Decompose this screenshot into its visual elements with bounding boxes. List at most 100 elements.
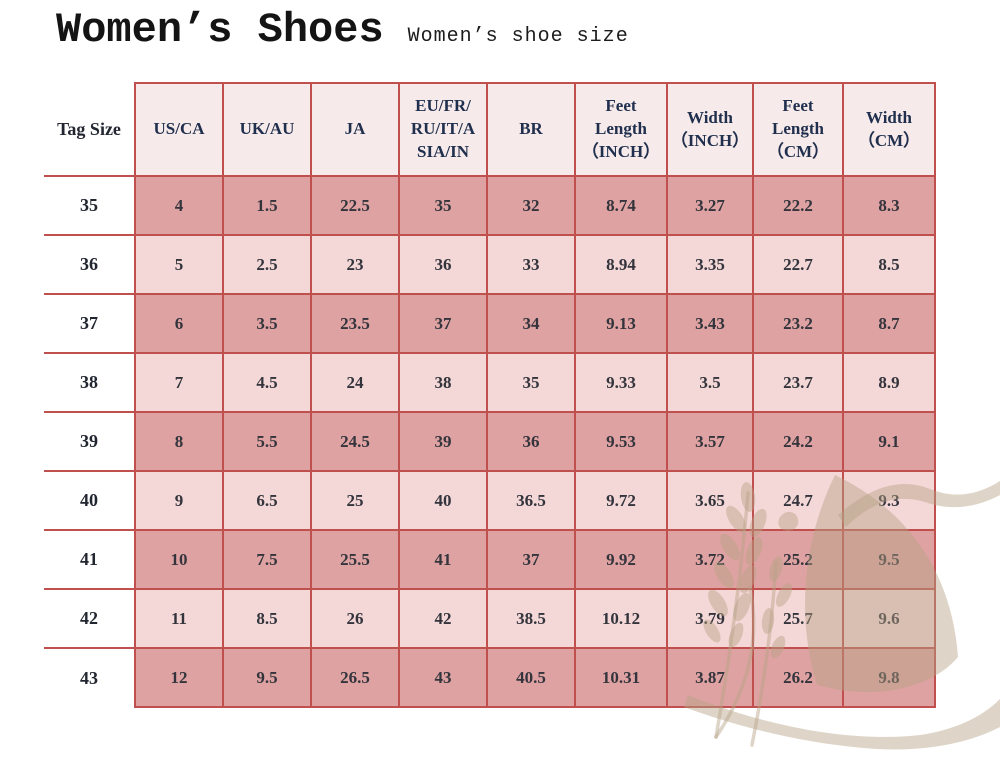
size-value-cell: 38	[398, 352, 488, 413]
size-value-cell: 25.7	[752, 588, 844, 649]
size-value-cell: 9.1	[842, 411, 936, 472]
size-value-cell: 6.5	[222, 470, 312, 531]
size-value-cell: 3.87	[666, 647, 754, 708]
size-value-cell: 37	[486, 529, 576, 590]
size-value-cell: 12	[134, 647, 224, 708]
size-value-cell: 11	[134, 588, 224, 649]
size-value-cell: 8.74	[574, 175, 668, 236]
tag-size-cell: 37	[44, 294, 135, 354]
size-value-cell: 24.5	[310, 411, 400, 472]
size-value-cell: 5	[134, 234, 224, 295]
size-value-cell: 36.5	[486, 470, 576, 531]
size-value-cell: 35	[398, 175, 488, 236]
size-value-cell: 9.13	[574, 293, 668, 354]
tag-size-cell: 41	[44, 530, 135, 590]
size-value-cell: 3.27	[666, 175, 754, 236]
size-value-cell: 9.72	[574, 470, 668, 531]
size-value-cell: 3.43	[666, 293, 754, 354]
size-value-cell: 6	[134, 293, 224, 354]
size-value-cell: 9.6	[842, 588, 936, 649]
page-title: Women’s Shoes	[56, 6, 384, 54]
table-row: 36 5 2.5 23 36 33 8.94 3.35 22.7 8.5	[44, 234, 936, 295]
size-value-cell: 8.5	[842, 234, 936, 295]
size-value-cell: 8.9	[842, 352, 936, 413]
size-value-cell: 34	[486, 293, 576, 354]
size-value-cell: 26.5	[310, 647, 400, 708]
size-value-cell: 9.92	[574, 529, 668, 590]
column-header-cell: US/CA	[134, 82, 224, 177]
table-row: 35 4 1.5 22.5 35 32 8.74 3.27 22.2 8.3	[44, 175, 936, 236]
column-header-cell: EU/FR/ RU/IT/A SIA/IN	[398, 82, 488, 177]
size-value-cell: 23.5	[310, 293, 400, 354]
size-value-cell: 3.57	[666, 411, 754, 472]
size-value-cell: 26.2	[752, 647, 844, 708]
size-value-cell: 39	[398, 411, 488, 472]
size-value-cell: 36	[486, 411, 576, 472]
table-row: 37 6 3.5 23.5 37 34 9.13 3.43 23.2 8.7	[44, 293, 936, 354]
table-row: 39 8 5.5 24.5 39 36 9.53 3.57 24.2 9.1	[44, 411, 936, 472]
size-value-cell: 4.5	[222, 352, 312, 413]
size-value-cell: 22.2	[752, 175, 844, 236]
page-subtitle: Women’s shoe size	[407, 25, 629, 48]
size-value-cell: 10.31	[574, 647, 668, 708]
column-header-cell: UK/AU	[222, 82, 312, 177]
size-value-cell: 8.94	[574, 234, 668, 295]
size-value-cell: 7	[134, 352, 224, 413]
size-value-cell: 43	[398, 647, 488, 708]
size-value-cell: 42	[398, 588, 488, 649]
size-value-cell: 3.5	[666, 352, 754, 413]
tag-size-cell: 43	[44, 648, 135, 707]
tag-size-cell: 42	[44, 589, 135, 649]
size-value-cell: 40.5	[486, 647, 576, 708]
size-value-cell: 9.3	[842, 470, 936, 531]
column-header-cell: Width （CM）	[842, 82, 936, 177]
size-value-cell: 25.2	[752, 529, 844, 590]
column-header-cell: Width （INCH）	[666, 82, 754, 177]
size-value-cell: 41	[398, 529, 488, 590]
size-value-cell: 2.5	[222, 234, 312, 295]
size-value-cell: 9.5	[842, 529, 936, 590]
size-value-cell: 22.7	[752, 234, 844, 295]
tag-size-cell: 40	[44, 471, 135, 531]
size-value-cell: 9	[134, 470, 224, 531]
tag-size-cell: 36	[44, 235, 135, 295]
size-value-cell: 25.5	[310, 529, 400, 590]
page-header: Women’s Shoes Women’s shoe size	[56, 6, 629, 54]
size-value-cell: 40	[398, 470, 488, 531]
size-value-cell: 9.53	[574, 411, 668, 472]
tag-size-cell: 39	[44, 412, 135, 472]
size-value-cell: 26	[310, 588, 400, 649]
size-value-cell: 5.5	[222, 411, 312, 472]
size-value-cell: 8.7	[842, 293, 936, 354]
size-value-cell: 36	[398, 234, 488, 295]
size-value-cell: 7.5	[222, 529, 312, 590]
size-value-cell: 9.8	[842, 647, 936, 708]
column-header-cell: BR	[486, 82, 576, 177]
size-value-cell: 3.5	[222, 293, 312, 354]
table-row: 40 9 6.5 25 40 36.5 9.72 3.65 24.7 9.3	[44, 470, 936, 531]
size-value-cell: 8.3	[842, 175, 936, 236]
size-value-cell: 23.2	[752, 293, 844, 354]
tag-size-cell: 35	[44, 176, 135, 236]
column-header-cell: Feet Length （INCH）	[574, 82, 668, 177]
column-header-cell: Feet Length （CM）	[752, 82, 844, 177]
size-value-cell: 3.35	[666, 234, 754, 295]
size-table: Tag Size US/CA UK/AU JA EU/FR/ RU/IT/A SIA/I…	[44, 82, 936, 708]
size-value-cell: 37	[398, 293, 488, 354]
size-value-cell: 22.5	[310, 175, 400, 236]
table-row: 42 11 8.5 26 42 38.5 10.12 3.79 25.7 9.6	[44, 588, 936, 649]
header-row: Tag Size US/CA UK/AU JA EU/FR/ RU/IT/A SIA/I…	[44, 82, 936, 177]
size-value-cell: 33	[486, 234, 576, 295]
size-value-cell: 24.2	[752, 411, 844, 472]
tag-size-header-cell: Tag Size	[44, 83, 135, 177]
size-value-cell: 4	[134, 175, 224, 236]
size-value-cell: 3.72	[666, 529, 754, 590]
size-value-cell: 24.7	[752, 470, 844, 531]
size-value-cell: 8	[134, 411, 224, 472]
size-value-cell: 3.65	[666, 470, 754, 531]
size-value-cell: 10	[134, 529, 224, 590]
size-value-cell: 23.7	[752, 352, 844, 413]
size-value-cell: 23	[310, 234, 400, 295]
table-row: 38 7 4.5 24 38 35 9.33 3.5 23.7 8.9	[44, 352, 936, 413]
size-value-cell: 3.79	[666, 588, 754, 649]
